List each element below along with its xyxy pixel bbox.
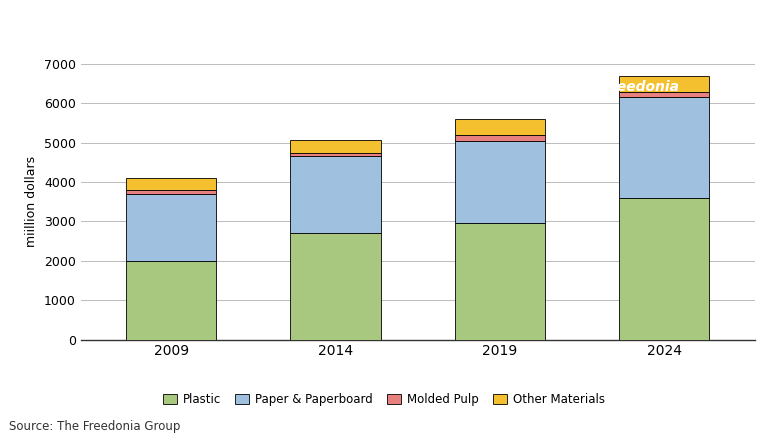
- Bar: [619, 97, 709, 198]
- Bar: [126, 190, 216, 194]
- Bar: [126, 194, 216, 261]
- Bar: [290, 140, 380, 153]
- Bar: [455, 141, 545, 224]
- Bar: [619, 76, 709, 92]
- Bar: [455, 119, 545, 135]
- Text: Source: The Freedonia Group: Source: The Freedonia Group: [9, 420, 181, 433]
- Legend: Plastic, Paper & Paperboard, Molded Pulp, Other Materials: Plastic, Paper & Paperboard, Molded Pulp…: [158, 388, 610, 411]
- Bar: [126, 261, 216, 340]
- Text: Freedonia: Freedonia: [603, 80, 680, 94]
- Bar: [290, 157, 380, 233]
- Bar: [126, 178, 216, 190]
- Text: Figure 5-1 | Produce Packaging Demand by Material, 2009 – 2024 (million dollars): Figure 5-1 | Produce Packaging Demand by…: [9, 19, 584, 32]
- Bar: [619, 198, 709, 340]
- Bar: [290, 233, 380, 340]
- Bar: [455, 224, 545, 340]
- Y-axis label: miillion dollars: miillion dollars: [25, 156, 38, 247]
- Bar: [455, 135, 545, 141]
- Bar: [290, 153, 380, 157]
- Bar: [619, 92, 709, 97]
